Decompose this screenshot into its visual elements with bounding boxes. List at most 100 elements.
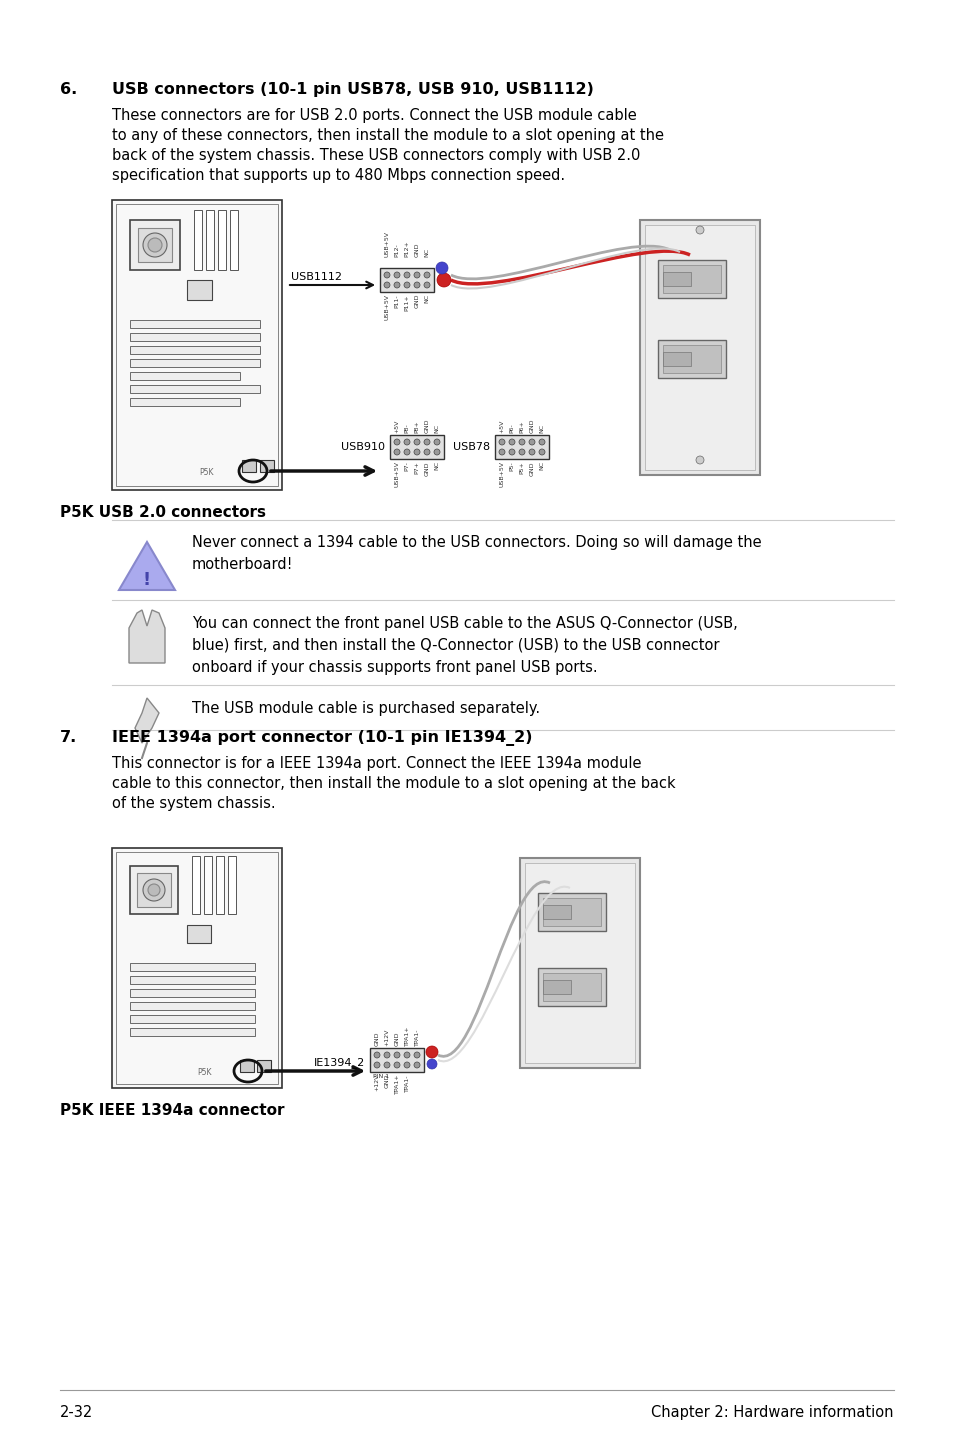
Circle shape xyxy=(403,449,410,454)
Text: P12+: P12+ xyxy=(404,240,409,257)
Circle shape xyxy=(518,449,524,454)
Circle shape xyxy=(423,282,430,288)
Circle shape xyxy=(498,439,504,444)
Circle shape xyxy=(696,226,703,234)
Circle shape xyxy=(394,272,399,278)
Text: cable to this connector, then install the module to a slot opening at the back: cable to this connector, then install th… xyxy=(112,777,675,791)
Circle shape xyxy=(423,272,430,278)
Text: USB910: USB910 xyxy=(340,441,385,452)
Text: +5V: +5V xyxy=(395,420,399,433)
Bar xyxy=(537,968,605,1007)
Circle shape xyxy=(374,1053,379,1058)
Circle shape xyxy=(414,1063,419,1068)
Text: USB+5V: USB+5V xyxy=(499,462,504,487)
Circle shape xyxy=(436,273,451,288)
Text: P11-: P11- xyxy=(395,293,399,308)
Text: TPA1+: TPA1+ xyxy=(395,1074,399,1094)
Bar xyxy=(206,210,213,270)
Circle shape xyxy=(403,1053,410,1058)
Polygon shape xyxy=(119,542,174,590)
Text: NC: NC xyxy=(539,424,544,433)
Bar xyxy=(130,1028,254,1035)
Circle shape xyxy=(696,456,703,464)
Text: USB connectors (10-1 pin USB78, USB 910, USB1112): USB connectors (10-1 pin USB78, USB 910,… xyxy=(112,82,594,96)
Bar xyxy=(390,436,443,459)
Text: NC: NC xyxy=(424,293,429,303)
Bar xyxy=(130,347,260,354)
Text: P5+: P5+ xyxy=(519,462,524,473)
Bar xyxy=(130,963,254,971)
Circle shape xyxy=(148,239,162,252)
Bar xyxy=(187,280,212,301)
Bar xyxy=(542,974,600,1001)
Bar xyxy=(137,873,171,907)
Text: Never connect a 1394 cable to the USB connectors. Doing so will damage the: Never connect a 1394 cable to the USB co… xyxy=(192,535,760,549)
Circle shape xyxy=(414,282,419,288)
Text: onboard if your chassis supports front panel USB ports.: onboard if your chassis supports front p… xyxy=(192,660,597,674)
Polygon shape xyxy=(135,697,159,743)
Circle shape xyxy=(426,1045,437,1058)
Circle shape xyxy=(529,449,535,454)
Bar xyxy=(204,856,212,915)
Bar xyxy=(218,210,226,270)
Circle shape xyxy=(414,272,419,278)
Circle shape xyxy=(436,262,448,275)
Text: NC: NC xyxy=(434,424,439,433)
Text: P8-: P8- xyxy=(404,423,409,433)
Text: This connector is for a IEEE 1394a port. Connect the IEEE 1394a module: This connector is for a IEEE 1394a port.… xyxy=(112,756,640,771)
Bar xyxy=(662,272,690,286)
Text: GND: GND xyxy=(414,243,419,257)
Circle shape xyxy=(423,439,430,444)
Circle shape xyxy=(509,449,515,454)
Bar xyxy=(138,229,172,262)
Circle shape xyxy=(143,879,165,902)
Circle shape xyxy=(403,272,410,278)
Circle shape xyxy=(414,449,419,454)
Bar xyxy=(130,866,178,915)
Bar xyxy=(130,334,260,341)
Text: P12-: P12- xyxy=(395,243,399,257)
Text: These connectors are for USB 2.0 ports. Connect the USB module cable: These connectors are for USB 2.0 ports. … xyxy=(112,108,636,124)
Bar xyxy=(644,224,754,470)
Text: IE1394_2: IE1394_2 xyxy=(314,1057,365,1068)
Text: TPA1+: TPA1+ xyxy=(404,1025,409,1045)
Bar xyxy=(542,981,571,994)
Text: USB+5V: USB+5V xyxy=(395,462,399,487)
Text: to any of these connectors, then install the module to a slot opening at the: to any of these connectors, then install… xyxy=(112,128,663,142)
Text: !: ! xyxy=(143,571,151,590)
Bar xyxy=(112,848,282,1089)
Text: GND: GND xyxy=(529,418,534,433)
Bar xyxy=(193,210,202,270)
Bar xyxy=(495,436,548,459)
Circle shape xyxy=(509,439,515,444)
Text: TPA1-: TPA1- xyxy=(414,1028,419,1045)
Bar xyxy=(658,260,725,298)
Circle shape xyxy=(394,282,399,288)
Bar xyxy=(130,989,254,997)
Text: USB1112: USB1112 xyxy=(291,272,341,282)
Circle shape xyxy=(423,449,430,454)
Text: P5K: P5K xyxy=(199,467,214,477)
Text: 2-32: 2-32 xyxy=(60,1405,93,1419)
Bar xyxy=(116,204,277,486)
Bar xyxy=(639,220,760,475)
Text: P6-: P6- xyxy=(509,423,514,433)
Circle shape xyxy=(414,1053,419,1058)
Text: GND: GND xyxy=(424,462,429,476)
Bar xyxy=(130,1015,254,1022)
Circle shape xyxy=(384,1053,390,1058)
Bar xyxy=(116,851,277,1084)
Circle shape xyxy=(403,439,410,444)
Circle shape xyxy=(538,439,544,444)
Circle shape xyxy=(394,439,399,444)
Circle shape xyxy=(498,449,504,454)
Circle shape xyxy=(529,439,535,444)
Text: GND: GND xyxy=(424,418,429,433)
Circle shape xyxy=(394,449,399,454)
Circle shape xyxy=(384,282,390,288)
Bar xyxy=(130,321,260,328)
Text: GND: GND xyxy=(395,1031,399,1045)
Bar xyxy=(130,385,260,393)
Polygon shape xyxy=(129,610,165,663)
Bar xyxy=(379,267,434,292)
